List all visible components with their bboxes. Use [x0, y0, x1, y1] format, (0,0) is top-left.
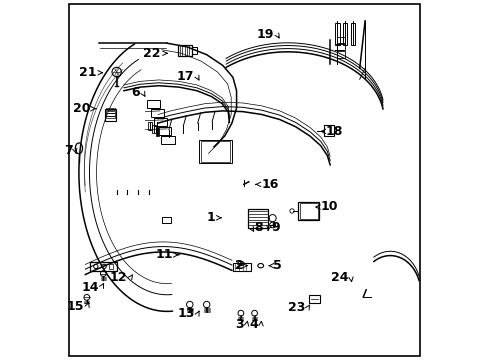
- Text: 2: 2: [235, 259, 244, 272]
- Bar: [337, 37, 345, 43]
- Bar: [191, 47, 197, 54]
- Bar: [109, 264, 113, 269]
- Bar: [152, 125, 155, 133]
- Bar: [323, 125, 333, 136]
- Text: 15: 15: [67, 300, 84, 313]
- Text: 22: 22: [143, 47, 161, 60]
- Text: 4: 4: [249, 318, 258, 331]
- Bar: [90, 262, 117, 271]
- Bar: [297, 202, 319, 220]
- Bar: [309, 295, 320, 303]
- Text: 5: 5: [272, 259, 281, 272]
- Bar: [106, 113, 115, 116]
- Text: 12: 12: [110, 271, 127, 284]
- Text: 3: 3: [235, 318, 244, 331]
- Bar: [178, 45, 191, 56]
- Text: 7: 7: [63, 144, 72, 157]
- Bar: [106, 116, 115, 118]
- Bar: [337, 44, 345, 50]
- Bar: [106, 108, 115, 110]
- Text: 16: 16: [261, 178, 279, 191]
- Text: 11: 11: [155, 248, 173, 261]
- Bar: [299, 203, 317, 219]
- Bar: [148, 122, 152, 130]
- Text: 8: 8: [254, 221, 263, 234]
- Bar: [343, 23, 347, 45]
- Bar: [232, 263, 250, 271]
- Text: 19: 19: [256, 28, 273, 41]
- Bar: [105, 109, 115, 121]
- Text: 1: 1: [206, 211, 215, 224]
- Bar: [247, 209, 267, 228]
- Bar: [337, 51, 345, 58]
- Bar: [155, 128, 159, 136]
- Text: 9: 9: [271, 221, 280, 234]
- Bar: [350, 23, 355, 45]
- Text: 20: 20: [73, 102, 90, 115]
- Bar: [106, 111, 115, 113]
- Text: 21: 21: [79, 66, 96, 79]
- Text: 18: 18: [325, 125, 342, 138]
- Bar: [335, 23, 339, 45]
- Text: 6: 6: [131, 86, 140, 99]
- Bar: [162, 217, 170, 223]
- Text: 24: 24: [330, 271, 347, 284]
- Text: 17: 17: [176, 70, 194, 83]
- Text: 10: 10: [320, 201, 337, 213]
- Text: 13: 13: [177, 307, 194, 320]
- Text: 23: 23: [287, 301, 305, 314]
- Text: 14: 14: [81, 281, 99, 294]
